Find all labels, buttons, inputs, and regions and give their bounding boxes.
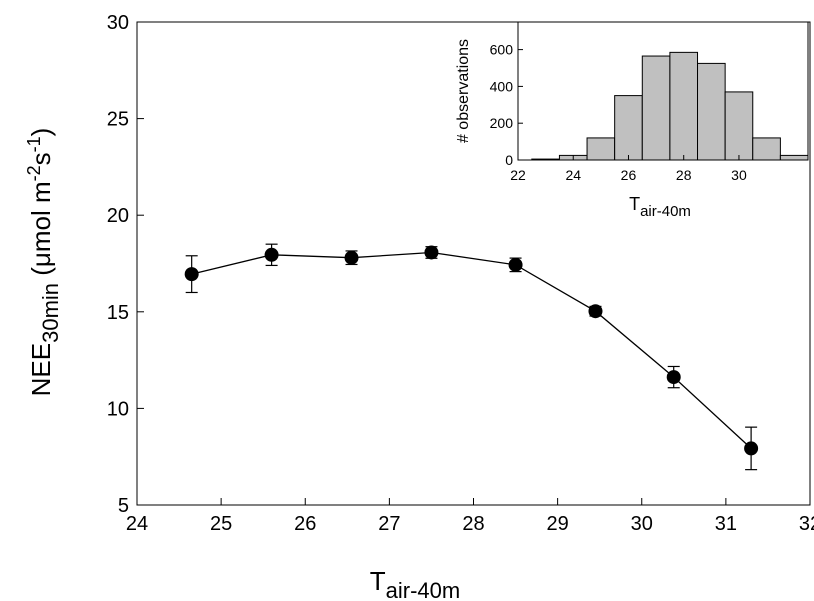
data-line: [191, 251, 752, 449]
y-tick-label: 20: [107, 205, 129, 227]
x-tick-label: 27: [378, 513, 400, 535]
label-part: air-40m: [386, 578, 461, 601]
x-tick-label: 22: [510, 167, 526, 183]
y-tick-label: 25: [107, 109, 129, 131]
x-tick-label: 26: [621, 167, 637, 183]
histogram-bar: [752, 137, 781, 160]
y-tick-label: 600: [490, 42, 514, 58]
x-tick-label: 30: [631, 513, 653, 535]
x-tick-label: 26: [294, 513, 316, 535]
x-tick-label: 28: [462, 513, 484, 535]
histogram-bar: [724, 91, 754, 160]
label-part: T: [370, 566, 386, 596]
histogram-bar: [779, 154, 808, 160]
histogram-bar: [586, 137, 616, 160]
data-point: [666, 370, 681, 385]
x-tick-label: 29: [547, 513, 569, 535]
label-part: 30min: [38, 283, 63, 343]
label-part: -1: [24, 136, 44, 152]
x-tick-label: 24: [126, 513, 148, 535]
x-axis-label: Tair-40m: [370, 566, 460, 601]
x-tick-label: 25: [210, 513, 232, 535]
x-tick-label: 28: [676, 167, 692, 183]
label-part: air-40m: [640, 203, 691, 220]
inset-frame: [517, 21, 809, 161]
x-tick-label: 31: [715, 513, 737, 535]
y-tick-label: 15: [107, 302, 129, 324]
x-axis-label: Tair-40m: [629, 194, 691, 220]
x-tick-label: 30: [731, 167, 747, 183]
label-part: -2: [24, 165, 44, 181]
x-tick-label: 32: [799, 513, 814, 535]
data-point: [184, 267, 199, 282]
label-part: NEE: [26, 343, 56, 396]
y-axis-label: # observations: [455, 39, 472, 143]
x-tick-label: 24: [565, 167, 581, 183]
data-point: [344, 250, 359, 265]
histogram-bar: [669, 51, 699, 160]
y-axis-label: NEE30min (μmol m-2s-1): [24, 128, 63, 397]
y-tick-label: 10: [107, 398, 129, 420]
y-tick-label: 400: [490, 78, 514, 94]
data-point: [588, 304, 603, 319]
y-tick-label: 0: [505, 152, 513, 168]
histogram-bars: [531, 51, 808, 160]
data-point: [264, 247, 279, 262]
data-point: [424, 245, 439, 260]
label-part: (μmol m: [26, 181, 56, 283]
histogram-bar: [641, 55, 671, 160]
y-tick-label: 30: [107, 12, 129, 34]
label-part: T: [629, 194, 640, 214]
label-part: ): [26, 128, 56, 137]
histogram-bar: [697, 62, 726, 160]
y-tick-label: 5: [118, 495, 129, 517]
data-point: [508, 257, 523, 272]
label-part: s: [26, 152, 56, 165]
y-tick-label: 200: [490, 115, 514, 131]
histogram-bar: [614, 95, 643, 160]
data-point: [744, 441, 759, 456]
